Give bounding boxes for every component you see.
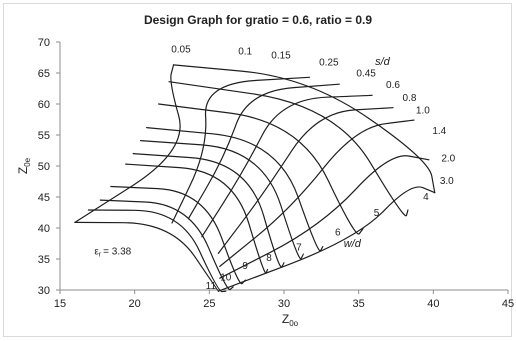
- sd-label: 0.05: [171, 45, 191, 56]
- x-tick-label: 40: [427, 298, 439, 310]
- epsilon-symbol: ε: [94, 247, 99, 258]
- chart-title: Design Graph for gratio = 0.6, ratio = 0…: [144, 13, 372, 27]
- y-tick-label: 50: [38, 161, 50, 173]
- sd-curve-0.45: [125, 163, 269, 274]
- sd-curve-1.4: [158, 103, 364, 235]
- wd-label: 6: [335, 227, 341, 238]
- wd-label: 4: [423, 192, 429, 203]
- sd-curve-0.15: [99, 199, 234, 291]
- sd-curve-2.0: [168, 81, 409, 217]
- epsilon-value: = 3.38: [103, 247, 132, 258]
- y-tick-label: 60: [38, 99, 50, 111]
- y-tick-label: 65: [38, 68, 50, 80]
- wd-label: 9: [242, 261, 248, 272]
- y-axis-label: Z0e: [16, 157, 32, 174]
- sd-label: 0.6: [386, 80, 400, 91]
- wd-curve-11: [74, 64, 181, 223]
- sd-label: 1.0: [416, 105, 430, 116]
- sd-label: 1.4: [432, 126, 446, 137]
- sd-label: 0.1: [238, 46, 252, 57]
- x-tick-label: 25: [203, 298, 215, 310]
- wd-curve-8: [201, 94, 373, 238]
- sd-labels: 0.05 0.1 0.15 0.25 0.45 0.60.81.01.4 2.0 3.0: [171, 45, 455, 187]
- y-tick-label: 45: [38, 192, 50, 204]
- epsilon-subscript: r: [99, 252, 102, 259]
- x-tick-label: 15: [54, 298, 66, 310]
- x-tick-label: 20: [129, 298, 141, 310]
- wd-curve-10: [171, 76, 310, 224]
- sd-label: 3.0: [440, 176, 454, 187]
- sd-curve-3.0: [172, 64, 436, 194]
- wd-label: 7: [296, 242, 302, 253]
- sd-label: 0.25: [319, 58, 339, 69]
- sd-label: 2.0: [441, 154, 455, 165]
- y-axis-ticks: 30 35 40 45 50 55 60 65 70: [38, 37, 60, 297]
- x-axis-label: Z0o: [282, 312, 299, 328]
- x-tick-label: 35: [353, 298, 365, 310]
- wd-curve-9: [187, 83, 340, 220]
- sd-curve-0.05: [74, 221, 219, 292]
- y-tick-label: 30: [38, 285, 50, 297]
- y-tick-label: 70: [38, 37, 50, 49]
- sd-label: 0.45: [356, 69, 376, 80]
- y-axis-label-sub: 0e: [23, 157, 32, 166]
- wd-curve-6: [219, 119, 415, 267]
- chart-frame: [3, 3, 512, 337]
- wd-curve-4: [217, 186, 436, 292]
- y-tick-label: 40: [38, 223, 50, 235]
- wd-family-label: w/d: [344, 238, 362, 250]
- y-axis-label-main: Z: [16, 167, 30, 174]
- sd-family-label: s/d: [375, 56, 391, 68]
- family-labels: s/d w/d: [344, 56, 391, 250]
- x-axis-label-main: Z: [282, 312, 289, 326]
- x-axis-label-sub: 0o: [289, 319, 298, 328]
- curve-group: [74, 64, 436, 293]
- wd-curve-7: [217, 107, 394, 254]
- wd-label: 5: [374, 208, 380, 219]
- wd-label: 11: [206, 281, 217, 292]
- sd-label: 0.8: [402, 93, 416, 104]
- x-tick-label: 30: [278, 298, 290, 310]
- epsilon-r-annotation: εr = 3.38: [94, 247, 131, 259]
- sd-curve-0.1: [87, 209, 227, 293]
- wd-label: 8: [266, 253, 272, 264]
- wd-curve-5: [219, 155, 430, 279]
- sd-curve-0.8: [140, 140, 305, 260]
- y-tick-label: 35: [38, 254, 50, 266]
- wd-label: 10: [220, 273, 232, 284]
- y-tick-label: 55: [38, 130, 50, 142]
- x-axis-ticks: 15 20 25 30 35 40 45: [54, 290, 514, 310]
- sd-label: 0.15: [271, 51, 291, 62]
- x-tick-label: 45: [502, 298, 514, 310]
